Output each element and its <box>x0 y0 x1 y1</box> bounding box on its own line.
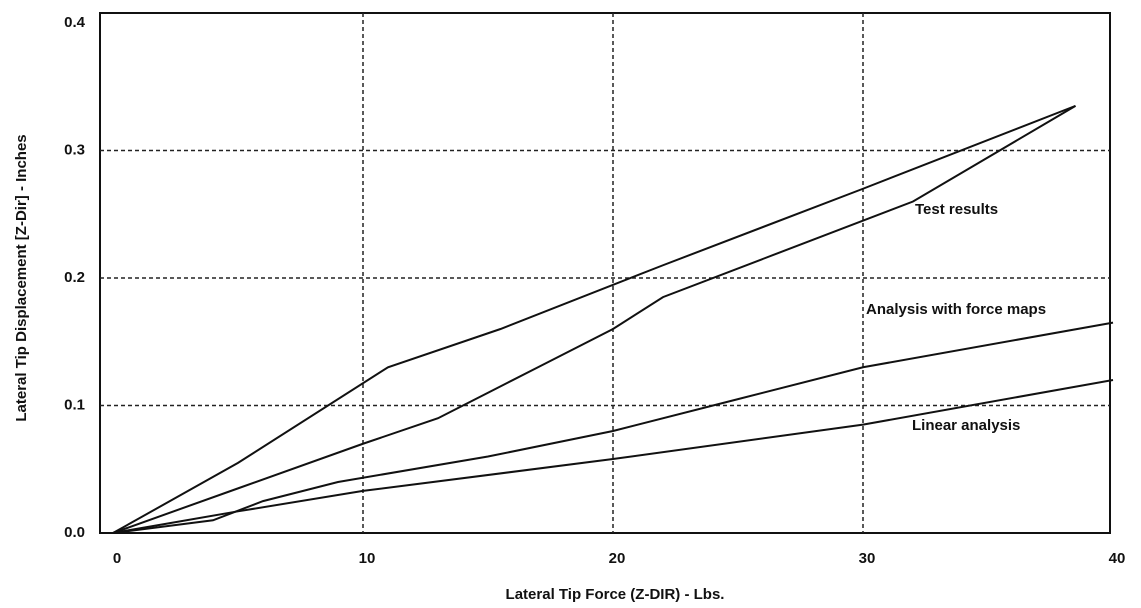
y-tick-label: 0.0 <box>64 524 85 541</box>
annotation: Linear analysis <box>912 417 1020 434</box>
y-tick-label: 0.4 <box>64 14 86 31</box>
x-axis-label: Lateral Tip Force (Z-DIR) - Lbs. <box>506 586 725 603</box>
data-line <box>112 105 1077 534</box>
data-line <box>112 379 1114 534</box>
x-tick-label: 10 <box>359 550 376 567</box>
y-tick-label: 0.1 <box>64 396 85 413</box>
data-line <box>112 104 1076 534</box>
x-tick-label: 40 <box>1109 550 1126 567</box>
y-axis-label: Lateral Tip Displacement [Z-Dir] - Inche… <box>13 134 30 421</box>
x-tick-label: 30 <box>859 550 876 567</box>
data-line <box>112 321 1114 534</box>
y-tick-label: 0.3 <box>64 141 85 158</box>
annotation: Test results <box>915 201 998 218</box>
x-tick-label: 0 <box>113 550 121 567</box>
plot-frame <box>99 12 1111 534</box>
annotation: Analysis with force maps <box>866 301 1046 318</box>
x-tick-label: 20 <box>609 550 626 567</box>
y-tick-label: 0.2 <box>64 269 85 286</box>
